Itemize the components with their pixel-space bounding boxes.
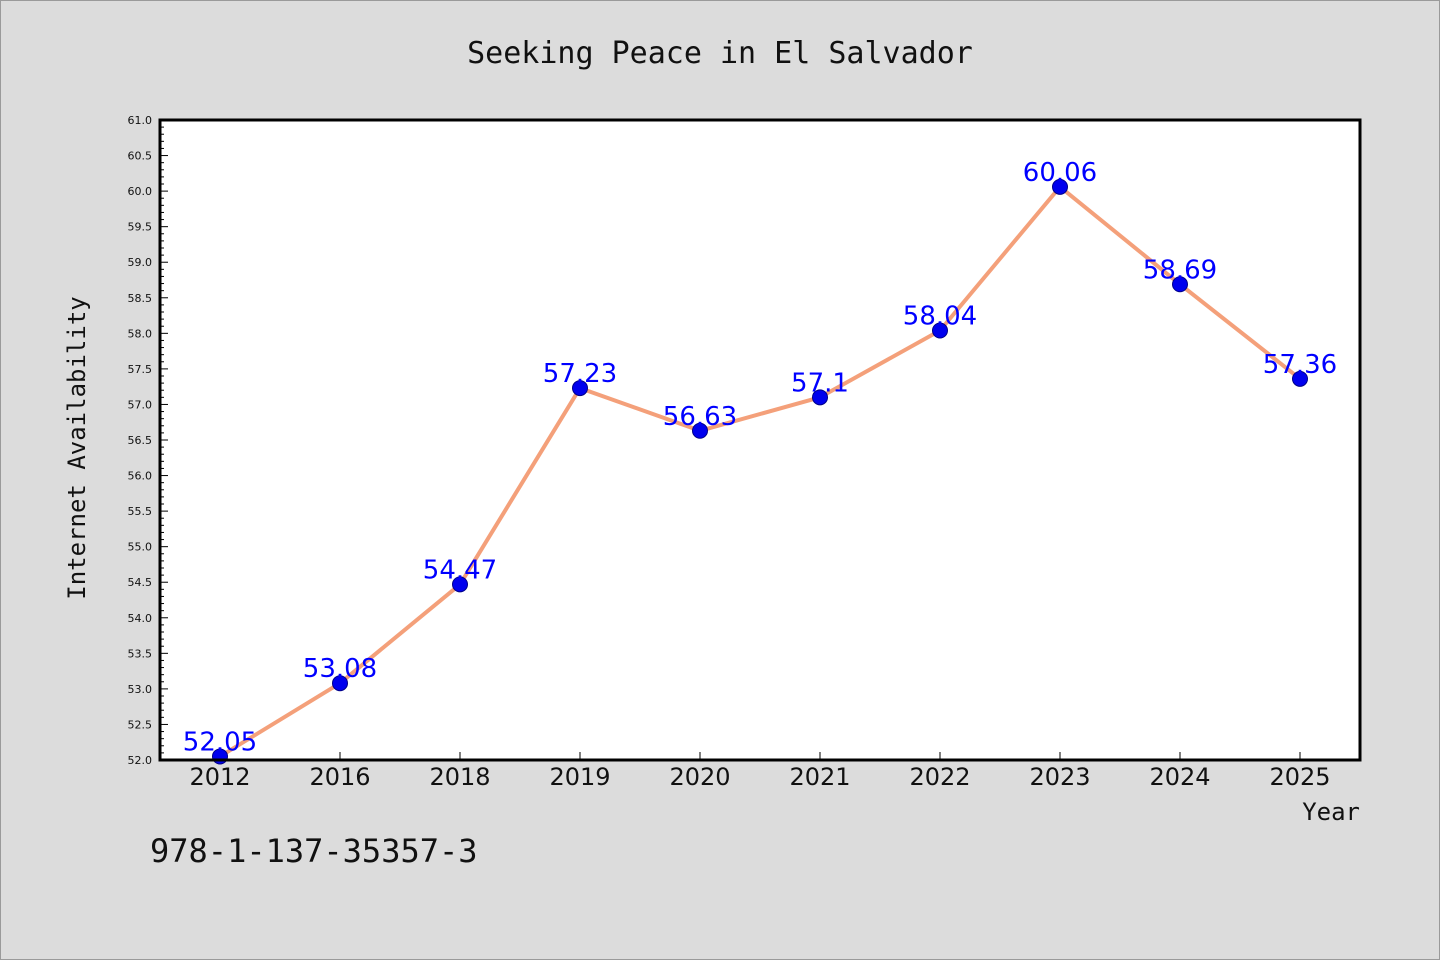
y-tick-label: 59.0 xyxy=(128,256,153,269)
isbn-code: 978-1-137-35357-3 xyxy=(150,832,478,870)
data-label: 52.05 xyxy=(183,727,257,757)
x-tick-label: 2022 xyxy=(909,763,970,791)
plot-area xyxy=(160,120,1360,760)
data-point xyxy=(332,675,348,692)
x-tick-label: 2024 xyxy=(1149,763,1210,791)
y-axis: 52.0 52.5 53.0 53.5 54.0 54.5 55.0 55.5 56.0 56.5… xyxy=(128,114,168,767)
y-tick-label: 55.0 xyxy=(128,541,153,554)
x-tick-label: 2021 xyxy=(789,763,850,791)
y-tick-label: 58.5 xyxy=(128,292,153,305)
y-tick-label: 55.5 xyxy=(128,505,153,518)
x-tick-label: 2020 xyxy=(669,763,730,791)
x-tick-label: 2018 xyxy=(429,763,490,791)
x-axis-title: Year xyxy=(1302,798,1360,826)
x-tick-label: 2023 xyxy=(1029,763,1090,791)
y-tick-label: 60.5 xyxy=(128,150,153,163)
y-tick-label: 57.5 xyxy=(128,363,153,376)
data-label: 58.69 xyxy=(1143,255,1217,285)
x-axis: 2012 2016 2018 2019 2020 2021 2022 2023 2024 2025 xyxy=(189,752,1331,791)
y-tick-label: 59.5 xyxy=(128,221,153,234)
data-label: 58.04 xyxy=(903,301,977,331)
data-labels: 52.05 53.08 54.47 57.23 56.63 57.1 58.04 60.06 5… xyxy=(183,158,1337,758)
y-axis-title: Internet Availability xyxy=(63,296,91,599)
data-label: 57.23 xyxy=(543,359,617,389)
y-tick-label: 53.5 xyxy=(128,647,153,660)
data-label: 57.1 xyxy=(791,368,849,398)
y-tick-label: 53.0 xyxy=(128,683,153,696)
chart-title: Seeking Peace in El Salvador xyxy=(467,36,973,71)
data-label: 54.47 xyxy=(423,555,497,585)
data-label: 60.06 xyxy=(1023,158,1097,188)
x-tick-label: 2012 xyxy=(189,763,250,791)
y-tick-label: 60.0 xyxy=(128,185,153,198)
y-tick-label: 57.0 xyxy=(128,398,153,411)
y-tick-label: 56.5 xyxy=(128,434,153,447)
y-tick-label: 58.0 xyxy=(128,327,153,340)
x-tick-label: 2019 xyxy=(549,763,610,791)
plot-border xyxy=(158,118,1362,762)
data-point xyxy=(812,389,828,406)
x-tick-label: 2016 xyxy=(309,763,370,791)
data-point xyxy=(572,380,588,397)
data-point xyxy=(1052,178,1068,195)
y-tick-label: 52.5 xyxy=(128,718,153,731)
data-label: 53.08 xyxy=(303,654,377,684)
data-label: 57.36 xyxy=(1263,350,1337,380)
y-tick-label: 61.0 xyxy=(128,114,153,127)
data-point xyxy=(1172,276,1188,293)
data-point xyxy=(452,576,468,593)
y-tick-label: 54.0 xyxy=(128,612,153,625)
data-point xyxy=(692,422,708,439)
data-point xyxy=(932,322,948,339)
data-label: 56.63 xyxy=(663,402,737,432)
data-point xyxy=(1292,370,1308,387)
series-line xyxy=(218,184,1302,759)
y-tick-label: 54.5 xyxy=(128,576,153,589)
y-tick-label: 56.0 xyxy=(128,470,153,483)
y-tick-label: 52.0 xyxy=(128,754,153,767)
x-tick-label: 2025 xyxy=(1269,763,1330,791)
